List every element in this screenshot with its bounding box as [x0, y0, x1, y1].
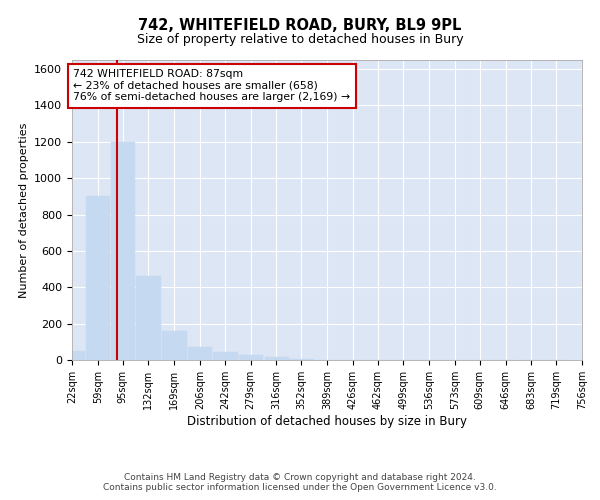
- Bar: [213, 352, 238, 360]
- Bar: [188, 348, 212, 360]
- Bar: [265, 358, 289, 360]
- Bar: [136, 276, 161, 360]
- Y-axis label: Number of detached properties: Number of detached properties: [19, 122, 29, 298]
- Text: 742 WHITEFIELD ROAD: 87sqm
← 23% of detached houses are smaller (658)
76% of sem: 742 WHITEFIELD ROAD: 87sqm ← 23% of deta…: [73, 69, 350, 102]
- Bar: [60, 351, 85, 360]
- Bar: [111, 142, 136, 360]
- Bar: [86, 196, 110, 360]
- Bar: [289, 359, 314, 360]
- Text: 742, WHITEFIELD ROAD, BURY, BL9 9PL: 742, WHITEFIELD ROAD, BURY, BL9 9PL: [139, 18, 461, 32]
- X-axis label: Distribution of detached houses by size in Bury: Distribution of detached houses by size …: [187, 414, 467, 428]
- Text: Size of property relative to detached houses in Bury: Size of property relative to detached ho…: [137, 32, 463, 46]
- Bar: [162, 331, 187, 360]
- Text: Contains HM Land Registry data © Crown copyright and database right 2024.
Contai: Contains HM Land Registry data © Crown c…: [103, 473, 497, 492]
- Bar: [239, 354, 263, 360]
